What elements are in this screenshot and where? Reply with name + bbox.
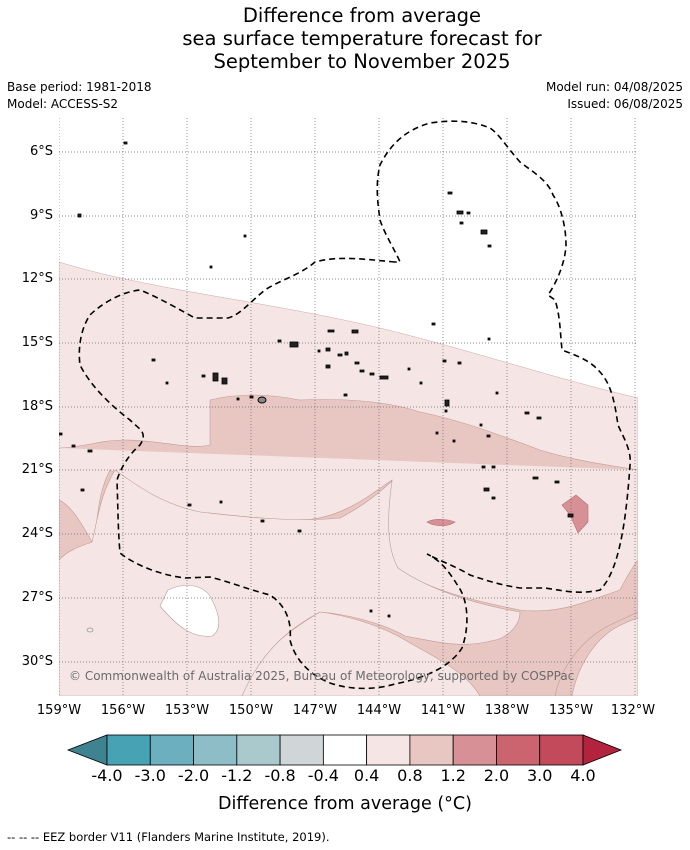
colorbar-cell-4 (279, 734, 324, 766)
sst-anomaly-map (59, 118, 638, 696)
lon-label-144w: 144°W (356, 703, 402, 718)
lon-label-153w: 153°W (164, 703, 210, 718)
colorbar-arrow-high (582, 734, 623, 766)
lon-label-159w: 159°W (36, 703, 82, 718)
model-run: Model run: 04/08/2025 (545, 80, 683, 94)
lat-label-12s: 12°S (21, 271, 53, 286)
colorbar-cell-6 (366, 734, 411, 766)
colorbar-tick-label: 3.0 (526, 766, 553, 785)
colorbar-tick-label: 1.2 (440, 766, 466, 785)
islands (59, 141, 574, 618)
lon-label-132w: 132°W (610, 703, 656, 718)
issued-date: Issued: 06/08/2025 (567, 97, 683, 111)
colorbar-cell-5 (322, 734, 368, 766)
colorbar-tick-label: -1.2 (221, 766, 253, 785)
colorbar-title-text: Difference from average (°C) (218, 794, 472, 814)
colorbar-title: Difference from average (°C) (0, 794, 690, 814)
neutral-region (159, 585, 220, 637)
lat-label-24s: 24°S (21, 526, 53, 541)
title-line-2: sea surface temperature forecast for (182, 27, 542, 50)
island-minor (86, 627, 94, 633)
lat-label-21s: 21°S (21, 462, 53, 477)
colorbar-cell-2 (193, 734, 238, 766)
anomaly-region-0-4-inner (59, 469, 521, 696)
lon-label-156w: 156°W (100, 703, 146, 718)
lon-label-150w: 150°W (228, 703, 274, 718)
lat-label-27s: 27°S (21, 590, 53, 605)
colorbar-tick-label: -0.4 (307, 766, 339, 785)
colorbar-tick-label: -3.0 (134, 766, 166, 785)
lon-label-138w: 138°W (484, 703, 530, 718)
lon-label-141w: 141°W (420, 703, 466, 718)
lat-label-18s: 18°S (21, 399, 53, 414)
lon-label-135w: 135°W (548, 703, 594, 718)
colorbar-cell-10 (539, 734, 584, 766)
lon-label-147w: 147°W (292, 703, 338, 718)
anomaly-region-1-2-central (426, 519, 456, 527)
colorbar-tick-label: 0.4 (353, 766, 380, 785)
colorbar-cell-1 (149, 734, 194, 766)
lat-label-9s: 9°S (29, 208, 53, 223)
title-line-3: September to November 2025 (213, 50, 511, 73)
colorbar-tick-label: -2.0 (177, 766, 210, 785)
colorbar-cell-3 (236, 734, 281, 766)
eez-footnote: -- -- -- EEZ border V11 (Flanders Marine… (7, 830, 330, 844)
colorbar-tick-label: -0.8 (264, 766, 296, 785)
lat-label-15s: 15°S (21, 335, 53, 350)
island-tahiti (257, 396, 267, 404)
base-period: Base period: 1981-2018 (7, 80, 152, 94)
colorbar-tick-label: 2.0 (483, 766, 510, 785)
colorbar-tick-label: 4.0 (570, 766, 596, 785)
copyright-notice: © Commonwealth of Australia 2025, Bureau… (69, 669, 575, 683)
colorbar-cell-8 (452, 734, 497, 766)
colorbar-cell-9 (496, 734, 541, 766)
colorbar-arrow-low (66, 734, 108, 766)
lat-label-6s: 6°S (29, 144, 53, 159)
anomaly-region-0-4-southeast (571, 617, 638, 696)
colorbar-tick-label: -4.0 (91, 766, 123, 785)
map-title: Difference from average sea surface temp… (0, 4, 690, 73)
meta-left: Base period: 1981-2018 Model: ACCESS-S2 (7, 79, 152, 113)
title-line-1: Difference from average (242, 4, 482, 27)
colorbar (66, 734, 623, 766)
colorbar-tick-label: 0.8 (397, 766, 423, 785)
model-name: Model: ACCESS-S2 (7, 97, 119, 111)
meta-right: Model run: 04/08/2025 Issued: 06/08/2025 (546, 79, 683, 113)
colorbar-cell-0 (106, 734, 151, 766)
lat-label-30s: 30°S (21, 654, 53, 669)
eez-border-french-polynesia (78, 120, 632, 690)
colorbar-cell-7 (409, 734, 454, 766)
